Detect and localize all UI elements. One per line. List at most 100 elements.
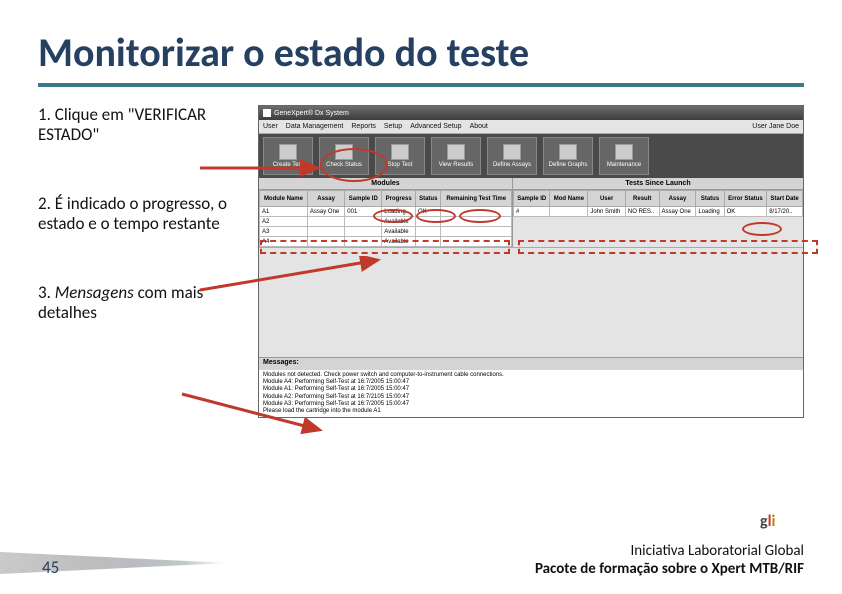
msg-line: Module A4: Performing Self-Test at 16:7/… — [263, 379, 799, 386]
step-1: 1. Clique em "VERIFICAR ESTADO" — [38, 105, 238, 146]
define-assays-button[interactable]: Define Assays — [487, 137, 537, 175]
msg-line: Module A3: Performing Self-Test at 16:7/… — [263, 401, 799, 408]
cell: A4 — [260, 237, 308, 247]
table-row[interactable]: A4 Available — [260, 237, 512, 247]
col-assay2[interactable]: Assay — [659, 191, 696, 207]
cell: OK — [416, 207, 441, 217]
cell: Available — [382, 217, 416, 227]
menu-setup[interactable]: Setup — [384, 123, 402, 130]
col-module[interactable]: Module Name — [260, 191, 308, 207]
titlebar: GeneXpert® Dx System — [259, 106, 803, 120]
col-sample2[interactable]: Sample ID — [514, 191, 550, 207]
define-assays-label: Define Assays — [493, 162, 531, 168]
cell: NO RES.. — [625, 207, 659, 217]
footer-text: Iniciativa Laboratorial Global Pacote de… — [535, 542, 804, 578]
menu-reports[interactable]: Reports — [351, 123, 376, 130]
check-status-label: Check Status — [326, 162, 362, 168]
messages-body: Modules not detected. Check power switch… — [259, 370, 803, 417]
col-start[interactable]: Start Date — [767, 191, 803, 207]
step-2: 2. É indicado o progresso, o estado e o … — [38, 194, 238, 235]
col-user[interactable]: User — [588, 191, 626, 207]
cell: # — [514, 207, 550, 217]
slide-number: 45 — [42, 557, 59, 578]
app-icon — [263, 109, 271, 117]
define-graphs-icon — [559, 144, 577, 160]
col-error[interactable]: Error Status — [724, 191, 767, 207]
modules-header: Modules — [259, 178, 512, 190]
msg-line: Module A2: Performing Self-Test at 16:7/… — [263, 394, 799, 401]
modules-panel: Modules Module Name Assay Sample ID Prog… — [259, 178, 513, 247]
msg-line: Module A1: Performing Self-Test at 16:7/… — [263, 386, 799, 393]
menu-advanced[interactable]: Advanced Setup — [410, 123, 461, 130]
table-row[interactable]: # John Smith NO RES.. Assay One Loading … — [514, 207, 803, 217]
menu-user[interactable]: User — [263, 123, 278, 130]
maintenance-button[interactable]: Maintenance — [599, 137, 649, 175]
view-results-label: View Results — [439, 162, 474, 168]
col-remaining[interactable]: Remaining Test Time — [441, 191, 512, 207]
cell — [550, 207, 588, 217]
create-test-button[interactable]: Create Test — [263, 137, 313, 175]
blank-area — [259, 247, 803, 357]
title-underline — [38, 83, 804, 87]
cell: John Smith — [588, 207, 626, 217]
cell: Assay One — [659, 207, 696, 217]
titlebar-text: GeneXpert® Dx System — [274, 110, 349, 117]
status-area: Modules Module Name Assay Sample ID Prog… — [259, 178, 803, 247]
tests-panel: Tests Since Launch Sample ID Mod Name Us… — [513, 178, 803, 247]
cell: A2 — [260, 217, 308, 227]
cell: A3 — [260, 227, 308, 237]
col-progress[interactable]: Progress — [382, 191, 416, 207]
cell: 001 — [345, 207, 382, 217]
create-test-label: Create Test — [273, 162, 304, 168]
menubar: User Data Management Reports Setup Advan… — [259, 120, 803, 134]
stop-test-button[interactable]: Stop Test — [375, 137, 425, 175]
app-window: GeneXpert® Dx System User Data Managemen… — [258, 105, 804, 418]
cell: Available — [382, 237, 416, 247]
user-label: User Jane Doe — [752, 123, 799, 130]
view-results-icon — [447, 144, 465, 160]
table-row[interactable]: A3 Available — [260, 227, 512, 237]
maintenance-icon — [615, 144, 633, 160]
menu-about[interactable]: About — [470, 123, 488, 130]
msg-line: Please load the cartridge into the modul… — [263, 408, 799, 415]
tests-table: Sample ID Mod Name User Result Assay Sta… — [513, 190, 803, 217]
cell: OK — [724, 207, 767, 217]
define-graphs-label: Define Graphs — [549, 162, 588, 168]
messages-header: Messages: — [259, 358, 803, 370]
col-sample[interactable]: Sample ID — [345, 191, 382, 207]
step-3-italic: Mensagens — [55, 282, 134, 303]
step-3-prefix: 3. — [38, 282, 55, 303]
col-mod[interactable]: Mod Name — [550, 191, 588, 207]
table-row[interactable]: A1 Assay One 001 Loading OK -- — [260, 207, 512, 217]
check-status-icon — [335, 144, 353, 160]
footer-line1: Iniciativa Laboratorial Global — [535, 542, 804, 560]
footer: 45 Iniciativa Laboratorial Global Pacote… — [0, 540, 842, 586]
messages-panel: Messages: Modules not detected. Check po… — [259, 357, 803, 417]
create-test-icon — [279, 144, 297, 160]
modules-table: Module Name Assay Sample ID Progress Sta… — [259, 190, 512, 247]
footer-gradient — [0, 552, 230, 574]
col-result[interactable]: Result — [625, 191, 659, 207]
cell: -- — [441, 207, 512, 217]
menu-data[interactable]: Data Management — [286, 123, 344, 130]
cell: Loading — [696, 207, 724, 217]
table-row[interactable]: A2 Available — [260, 217, 512, 227]
define-assays-icon — [503, 144, 521, 160]
msg-line: Modules not detected. Check power switch… — [263, 372, 799, 379]
col-status2[interactable]: Status — [696, 191, 724, 207]
view-results-button[interactable]: View Results — [431, 137, 481, 175]
col-status[interactable]: Status — [416, 191, 441, 207]
steps-column: 1. Clique em "VERIFICAR ESTADO" 2. É ind… — [38, 105, 238, 418]
table-header-row: Module Name Assay Sample ID Progress Sta… — [260, 191, 512, 207]
col-assay[interactable]: Assay — [307, 191, 344, 207]
check-status-button[interactable]: Check Status — [319, 137, 369, 175]
cell: Assay One — [307, 207, 344, 217]
step-3: 3. Mensagens com mais detalhes — [38, 283, 238, 324]
cell: Available — [382, 227, 416, 237]
tests-header: Tests Since Launch — [513, 178, 803, 190]
toolbar: Create Test Check Status Stop Test View … — [259, 134, 803, 178]
cell: 8/17/20.. — [767, 207, 803, 217]
cell: A1 — [260, 207, 308, 217]
define-graphs-button[interactable]: Define Graphs — [543, 137, 593, 175]
cell: Loading — [382, 207, 416, 217]
